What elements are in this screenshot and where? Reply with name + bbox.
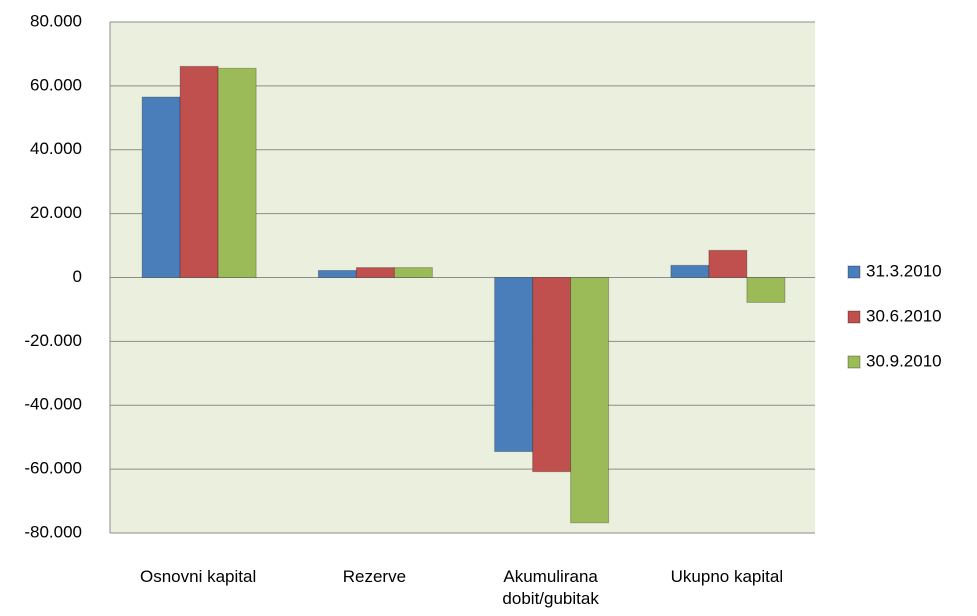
bar <box>141 96 181 278</box>
y-tick-label: 0 <box>73 267 82 286</box>
bar <box>355 267 395 278</box>
bar <box>393 267 433 278</box>
y-tick-label: -20.000 <box>24 331 82 350</box>
bar <box>179 65 219 278</box>
bar <box>532 277 572 473</box>
legend-swatch <box>847 265 861 279</box>
y-tick-label: 60.000 <box>30 75 82 94</box>
legend-label: 30.6.2010 <box>866 306 942 325</box>
bar <box>708 249 748 278</box>
y-tick-label: -60.000 <box>24 459 82 478</box>
x-tick-label: Osnovni kapital <box>140 567 257 586</box>
legend-label: 31.3.2010 <box>866 261 942 280</box>
bar <box>494 277 534 453</box>
bar <box>670 264 710 278</box>
y-tick-label: 80.000 <box>30 11 82 30</box>
x-tick-label: Akumulirana dobit/gubitak <box>502 567 599 608</box>
bar <box>570 277 610 524</box>
y-tick-label: -80.000 <box>24 522 82 541</box>
bar <box>317 269 357 279</box>
y-tick-label: -40.000 <box>24 395 82 414</box>
legend-swatch <box>847 310 861 324</box>
x-tick-label: Rezerve <box>342 567 407 586</box>
legend-label: 30.9.2010 <box>866 351 942 370</box>
y-tick-label: 20.000 <box>30 203 82 222</box>
bar <box>217 67 257 278</box>
bar <box>746 277 786 303</box>
y-tick-label: 40.000 <box>30 139 82 158</box>
x-tick-label: Ukupno kapital <box>670 567 784 586</box>
legend-swatch <box>847 355 861 369</box>
